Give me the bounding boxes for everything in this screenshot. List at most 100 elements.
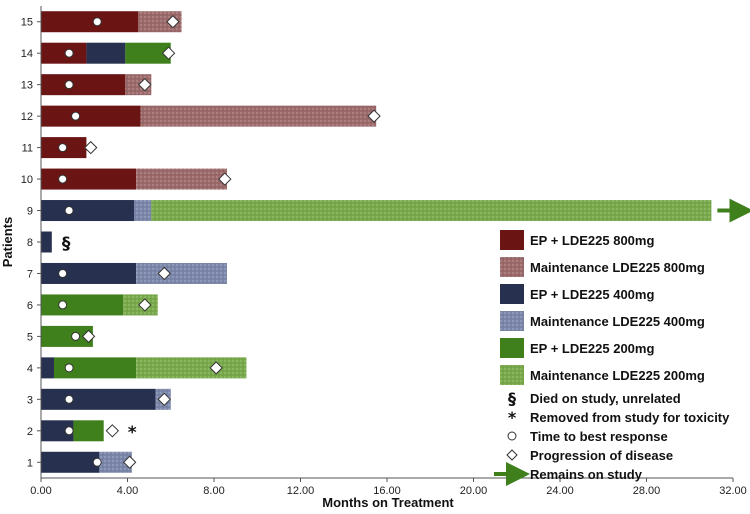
legend-symbol-label: Removed from study for toxicity	[530, 410, 730, 425]
best-response-marker	[58, 174, 68, 184]
x-tick-label: 12.00	[287, 485, 315, 497]
progression-marker	[157, 392, 171, 407]
progression-marker	[367, 109, 381, 123]
progression-marker	[166, 15, 180, 29]
legend: EP + LDE225 800mg Maintenance LDE225 800m…	[494, 230, 730, 486]
best-response-marker	[58, 300, 68, 310]
bar-segment-ep200	[41, 294, 124, 316]
legend-circle-icon	[507, 431, 517, 441]
bar-segment-pattern	[151, 200, 712, 222]
legend-swatch-pattern	[500, 365, 524, 385]
y-axis-title: Patients	[0, 217, 15, 268]
legend-label: EP + LDE225 200mg	[530, 341, 654, 356]
y-tick-label: 6	[27, 300, 33, 312]
x-tick-label: 16.00	[373, 485, 401, 497]
bar-segment-pattern	[140, 105, 377, 127]
bar-segment-pattern	[99, 451, 132, 473]
toxicity-marker: *	[128, 423, 137, 443]
legend-label: Maintenance LDE225 400mg	[530, 314, 705, 329]
bar-segment-ep400	[41, 388, 156, 410]
bar-segment-ep800	[41, 42, 87, 64]
best-response-marker	[64, 394, 74, 404]
y-tick-label: 14	[21, 48, 33, 60]
bar-segment-ep200	[53, 357, 137, 379]
best-response-marker	[92, 457, 102, 467]
best-response-marker	[64, 206, 74, 216]
legend-symbol-label: Remains on study	[530, 467, 643, 482]
progression-marker	[138, 77, 152, 92]
x-tick-label: 28.00	[633, 485, 661, 497]
best-response-marker	[64, 363, 74, 373]
best-response-marker	[58, 268, 68, 278]
progression-marker	[81, 329, 96, 344]
progression-marker	[84, 140, 98, 155]
x-tick-label: 4.00	[117, 485, 138, 497]
bar-segment-ep400	[41, 200, 134, 222]
best-response-marker	[58, 143, 68, 153]
legend-swatch-ep800	[500, 230, 524, 250]
x-tick-label: 32.00	[719, 485, 747, 497]
bar-segment-ep800	[41, 11, 139, 33]
legend-swatch-ep400	[500, 284, 524, 304]
bars-layer	[41, 11, 712, 473]
legend-label: EP + LDE225 800mg	[530, 233, 654, 248]
x-tick-label: 0.00	[30, 485, 51, 497]
bar-segment-ep800	[41, 105, 141, 127]
bar-segment-ep400	[41, 451, 100, 473]
y-tick-label: 1	[27, 457, 33, 469]
legend-asterisk-icon: *	[508, 408, 517, 427]
y-tick-label: 5	[27, 331, 33, 343]
y-tick-label: 11	[22, 143, 33, 155]
legend-swatch-ep200	[500, 338, 524, 358]
best-response-marker	[71, 111, 81, 121]
progression-marker	[218, 172, 232, 186]
bar-segment-pattern	[133, 200, 152, 222]
progression-marker	[105, 424, 120, 438]
markers-layer: *§	[58, 15, 750, 469]
best-response-marker	[64, 426, 74, 436]
bar-segment-ep200	[41, 325, 93, 347]
best-response-marker	[71, 331, 81, 341]
y-tick-label: 2	[27, 426, 33, 438]
best-response-marker	[92, 17, 102, 27]
bar-segment-ep800	[41, 168, 137, 190]
bar-segment-ep400	[41, 262, 137, 284]
y-tick-label: 7	[27, 268, 33, 280]
legend-label: Maintenance LDE225 200mg	[530, 368, 705, 383]
bar-segment-pattern	[136, 168, 227, 190]
y-tick-label: 3	[27, 394, 33, 406]
legend-label: Maintenance LDE225 800mg	[530, 260, 705, 275]
legend-symbol-label: Died on study, unrelated	[530, 391, 681, 406]
bar-segment-ep200	[73, 420, 104, 442]
legend-symbol-label: Time to best response	[530, 429, 668, 444]
bar-segment-ep800	[41, 74, 126, 96]
bar-segment-pattern	[136, 357, 247, 379]
legend-swatch-pattern	[500, 257, 524, 277]
progression-marker	[122, 455, 137, 469]
bar-segment-pattern	[138, 11, 182, 33]
progression-marker	[209, 361, 223, 375]
x-tick-label: 24.00	[546, 485, 574, 497]
y-tick-label: 15	[21, 17, 33, 29]
legend-diamond-icon	[506, 449, 518, 461]
best-response-marker	[64, 80, 74, 90]
progression-marker	[138, 298, 152, 312]
x-tick-label: 20.00	[460, 485, 488, 497]
legend-symbol-label: Progression of disease	[530, 448, 673, 463]
y-tick-label: 8	[27, 237, 33, 249]
y-tick-label: 12	[21, 111, 33, 123]
y-tick-label: 13	[21, 80, 33, 92]
bar-segment-ep400	[41, 420, 74, 442]
bar-segment-ep400	[86, 42, 126, 64]
bar-segment-ep400	[41, 231, 52, 253]
progression-marker	[157, 266, 171, 281]
progression-marker	[161, 46, 176, 60]
x-tick-label: 8.00	[203, 485, 224, 497]
y-tick-label: 10	[21, 174, 33, 186]
legend-section-icon: §	[508, 389, 516, 408]
x-axis-title: Months on Treatment	[322, 495, 454, 510]
y-tick-label: 4	[27, 363, 33, 375]
legend-label: EP + LDE225 400mg	[530, 287, 654, 302]
